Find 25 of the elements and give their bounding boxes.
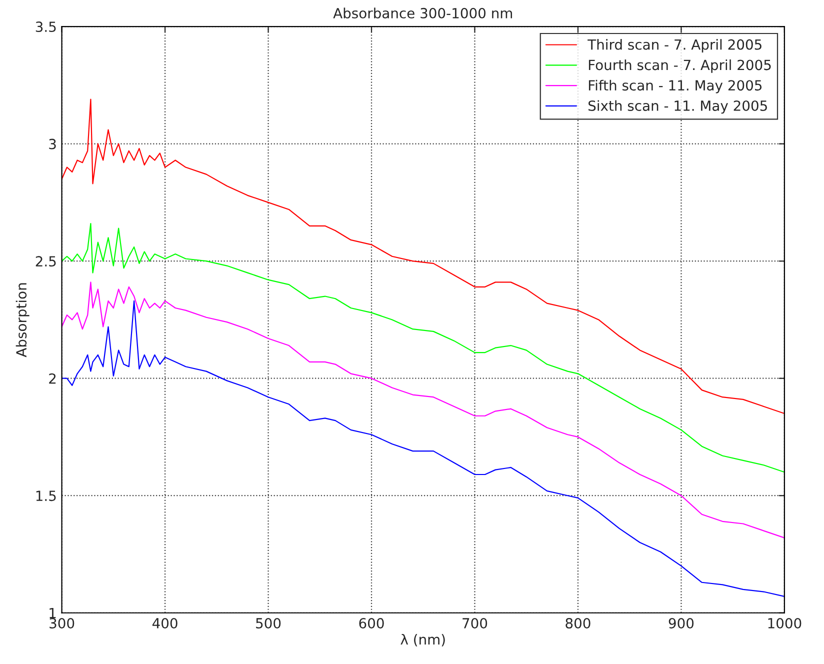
- x-tick-label: 600: [359, 618, 384, 628]
- legend-label: Fifth scan - 11. May 2005: [588, 80, 762, 94]
- x-tick-label: 300: [50, 618, 74, 628]
- x-tick-label: 900: [668, 618, 694, 628]
- y-tick-label: 1.5: [36, 490, 56, 502]
- x-tick-label: 500: [256, 618, 281, 628]
- legend-label: Sixth scan - 11. May 2005: [588, 100, 767, 114]
- y-tick-label: 3: [49, 138, 56, 150]
- line-series: [62, 223, 784, 473]
- x-tick-label: 800: [566, 618, 590, 628]
- y-axis-title: Absorption: [16, 283, 30, 358]
- x-tick-label: 400: [152, 618, 178, 628]
- legend-label: Fourth scan - 7. April 2005: [588, 59, 771, 73]
- x-tick-label: 1000: [768, 618, 802, 628]
- x-tick-label: 700: [462, 618, 488, 628]
- line-series: [62, 300, 784, 598]
- line-series: [62, 282, 784, 538]
- y-tick-label: 2.5: [36, 256, 56, 267]
- x-axis-title: λ (nm): [400, 634, 445, 646]
- y-tick-label: 1: [50, 608, 56, 618]
- chart-title: Absorbance 300-1000 nm: [333, 8, 512, 18]
- legend-label: Third scan - 7. April 2005: [588, 39, 762, 52]
- y-tick-label: 3.5: [36, 22, 56, 32]
- line-series: [62, 98, 784, 414]
- y-tick-label: 2: [49, 373, 56, 384]
